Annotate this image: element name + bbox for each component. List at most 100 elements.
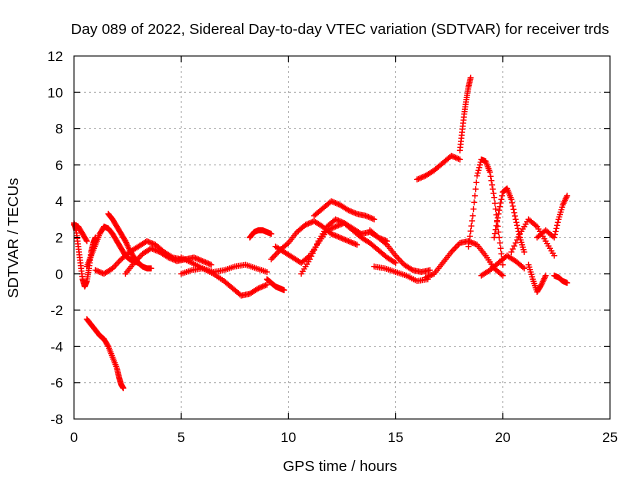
data-point bbox=[509, 199, 516, 206]
data-point bbox=[514, 222, 521, 229]
data-point bbox=[551, 252, 558, 259]
data-point bbox=[426, 267, 433, 274]
data-point bbox=[309, 250, 316, 257]
data-point bbox=[311, 247, 318, 254]
data-point bbox=[487, 173, 494, 180]
data-point bbox=[509, 245, 516, 252]
data-point bbox=[467, 228, 474, 235]
series-arc-z bbox=[534, 192, 571, 241]
data-point bbox=[494, 218, 501, 225]
data-point bbox=[489, 181, 496, 188]
data-point bbox=[83, 236, 90, 243]
data-point bbox=[551, 231, 558, 238]
data-point bbox=[83, 238, 90, 245]
data-point bbox=[471, 199, 478, 206]
data-point bbox=[392, 259, 399, 266]
data-point bbox=[511, 213, 518, 220]
data-point bbox=[499, 192, 506, 199]
data-point bbox=[494, 214, 501, 221]
data-point bbox=[104, 342, 111, 349]
data-point bbox=[496, 203, 503, 210]
series-arc-i bbox=[178, 265, 270, 299]
x-tick-label: 5 bbox=[177, 429, 185, 445]
data-point bbox=[554, 219, 561, 226]
data-point bbox=[488, 177, 495, 184]
data-point bbox=[308, 253, 315, 260]
data-point bbox=[469, 212, 476, 219]
series-arc-aa bbox=[551, 272, 571, 286]
data-point bbox=[552, 228, 559, 235]
data-point bbox=[120, 385, 127, 392]
data-point bbox=[313, 241, 320, 248]
series-arc-o bbox=[311, 198, 378, 223]
data-point bbox=[514, 236, 521, 243]
y-tick-labels: -8 -6 -4 -2 0 2 4 6 8 10 12 bbox=[47, 48, 63, 427]
series-arc-p bbox=[366, 227, 433, 275]
data-point bbox=[508, 196, 515, 203]
data-point bbox=[497, 200, 504, 207]
data-point bbox=[542, 272, 549, 279]
series-arc-s bbox=[456, 74, 474, 154]
data-point bbox=[486, 169, 493, 176]
data-point bbox=[554, 222, 561, 229]
data-point bbox=[371, 216, 378, 223]
series-arc-v bbox=[478, 252, 528, 279]
data-point bbox=[491, 230, 498, 237]
data-point bbox=[511, 209, 518, 216]
x-axis-label: GPS time / hours bbox=[283, 458, 397, 475]
data-point bbox=[492, 206, 499, 213]
data-point bbox=[491, 234, 498, 241]
x-tick-label: 25 bbox=[602, 429, 618, 445]
series-arc-g bbox=[122, 245, 215, 277]
data-point bbox=[492, 226, 499, 233]
x-tick-label: 10 bbox=[281, 429, 297, 445]
data-point bbox=[499, 261, 506, 268]
data-point bbox=[551, 234, 558, 241]
y-tick-label: 12 bbox=[47, 48, 63, 64]
data-point bbox=[474, 172, 481, 179]
plot-points bbox=[71, 74, 571, 392]
series-arc-w bbox=[491, 185, 528, 256]
data-point bbox=[312, 244, 319, 251]
data-point bbox=[496, 239, 503, 246]
data-point bbox=[472, 186, 479, 193]
series-arc-k bbox=[263, 276, 288, 294]
x-tick-label: 20 bbox=[495, 429, 511, 445]
y-axis-label: SDTVAR / TECUs bbox=[5, 178, 22, 298]
y-tick-label: 2 bbox=[55, 230, 63, 246]
data-point bbox=[510, 206, 517, 213]
data-point bbox=[496, 207, 503, 214]
data-point bbox=[466, 238, 473, 245]
data-point bbox=[470, 206, 477, 213]
data-point bbox=[496, 234, 503, 241]
data-point bbox=[268, 230, 275, 237]
data-point bbox=[148, 265, 155, 272]
data-point bbox=[468, 223, 475, 230]
data-point bbox=[354, 241, 361, 248]
data-point bbox=[465, 243, 472, 250]
data-point bbox=[263, 281, 270, 288]
chart-title: Day 089 of 2022, Sidereal Day-to-day VTE… bbox=[71, 21, 609, 38]
y-tick-label: -8 bbox=[51, 411, 64, 427]
data-point bbox=[512, 239, 519, 246]
series-arc-j bbox=[246, 227, 275, 241]
data-point bbox=[490, 190, 497, 197]
series-arc-h bbox=[178, 254, 270, 275]
data-point bbox=[476, 161, 483, 168]
series-arc-y bbox=[525, 261, 549, 295]
data-point bbox=[471, 192, 478, 199]
x-tick-label: 15 bbox=[388, 429, 404, 445]
data-point bbox=[511, 242, 518, 249]
data-point bbox=[474, 170, 481, 177]
data-point bbox=[281, 287, 288, 294]
data-point bbox=[521, 265, 528, 272]
data-point bbox=[491, 200, 498, 207]
y-tick-label: 8 bbox=[55, 121, 63, 137]
y-tick-label: 0 bbox=[55, 266, 63, 282]
y-tick-label: -6 bbox=[51, 375, 64, 391]
y-tick-label: 6 bbox=[55, 157, 63, 173]
data-point bbox=[306, 256, 313, 263]
data-point bbox=[495, 210, 502, 217]
x-tick-label: 0 bbox=[70, 429, 78, 445]
data-point bbox=[498, 196, 505, 203]
